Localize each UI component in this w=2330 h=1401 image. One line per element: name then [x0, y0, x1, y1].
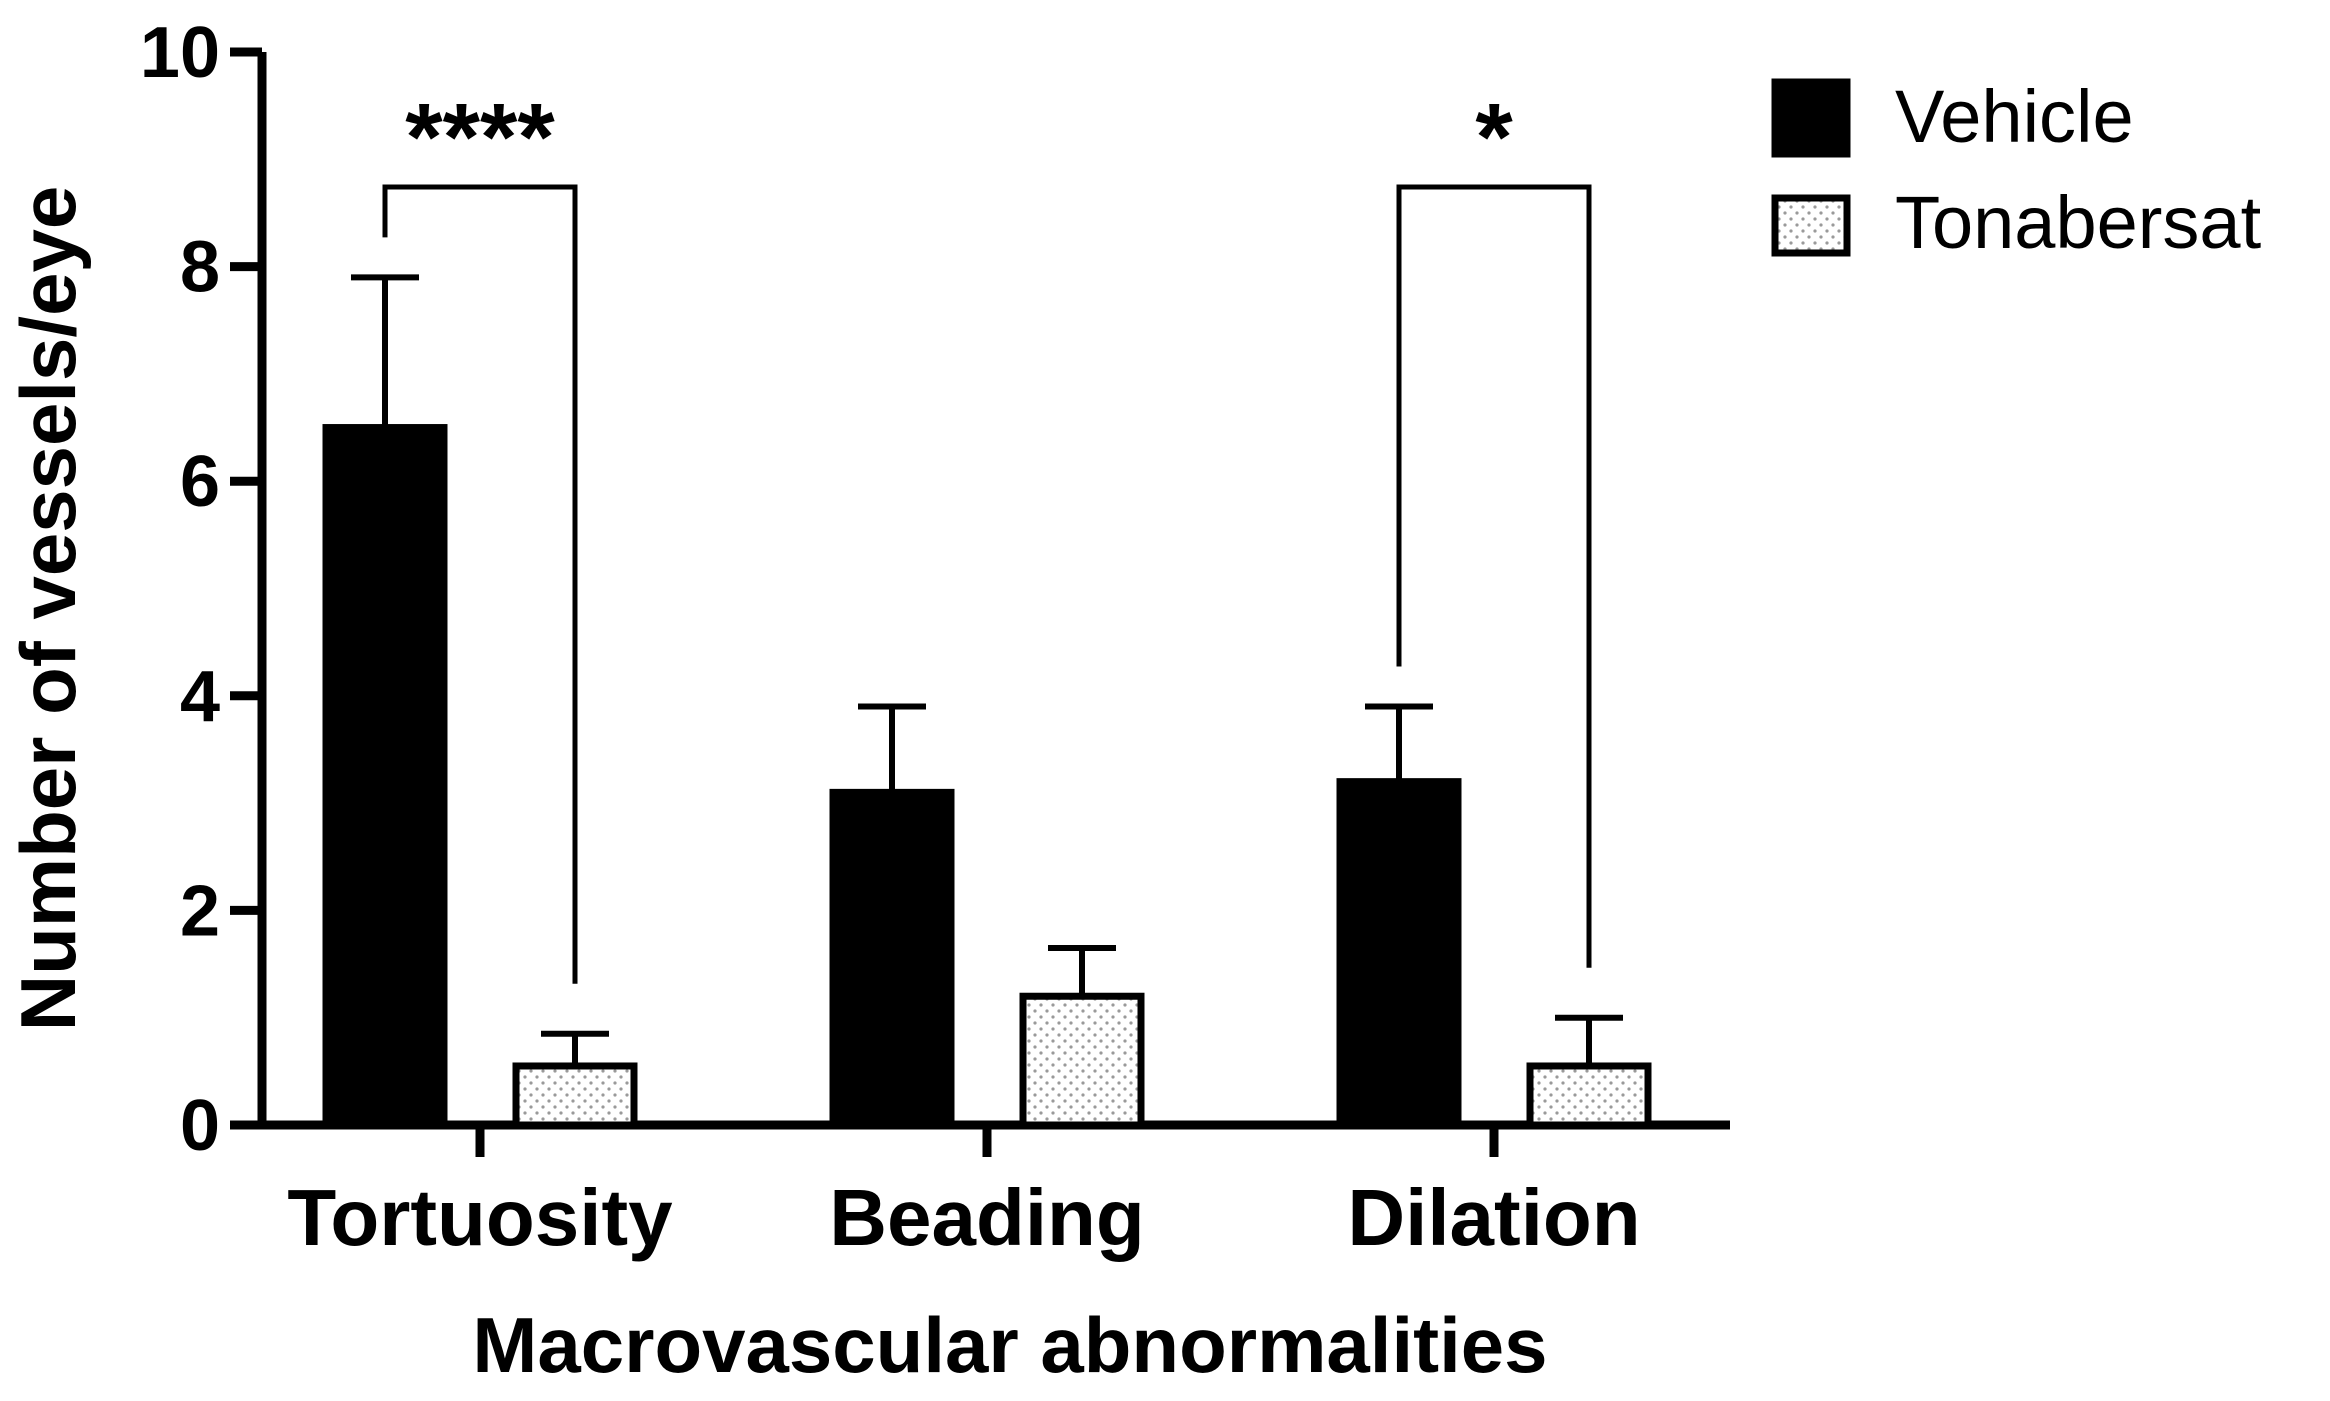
y-tick-label: 8 [180, 228, 220, 308]
bar-vehicle-beading [829, 788, 955, 1129]
y-tick-label: 10 [140, 13, 220, 93]
y-tick-label: 4 [180, 657, 220, 737]
y-axis-title: Number of vessels/eye [4, 186, 92, 1031]
bar-tonabersat-beading [1019, 992, 1145, 1129]
significance-bracket-tortuosity [382, 184, 578, 984]
significance-bracket-dilation [1396, 184, 1592, 968]
significance-label-dilation: * [1475, 84, 1513, 191]
legend-label-vehicle: Vehicle [1895, 75, 2134, 158]
bar-vehicle-tortuosity [322, 424, 448, 1129]
y-tick-label: 2 [180, 871, 220, 951]
bar-vehicle-dilation [1336, 778, 1462, 1129]
legend-label-tonabersat: Tonabersat [1895, 181, 2262, 264]
x-tick-label-beading: Beading [829, 1173, 1145, 1262]
y-tick-label: 0 [180, 1086, 220, 1166]
x-tick-label-dilation: Dilation [1347, 1173, 1640, 1262]
bar-tonabersat-dilation [1526, 1062, 1652, 1129]
x-tick-label-tortuosity: Tortuosity [287, 1173, 673, 1262]
y-tick-label: 6 [180, 442, 220, 522]
significance-label-tortuosity: **** [405, 84, 555, 191]
x-axis-title: Macrovascular abnormalities [472, 1301, 1547, 1389]
legend-swatch-vehicle [1771, 78, 1851, 158]
bar-tonabersat-tortuosity [512, 1062, 638, 1129]
legend-swatch-tonabersat [1771, 194, 1851, 257]
